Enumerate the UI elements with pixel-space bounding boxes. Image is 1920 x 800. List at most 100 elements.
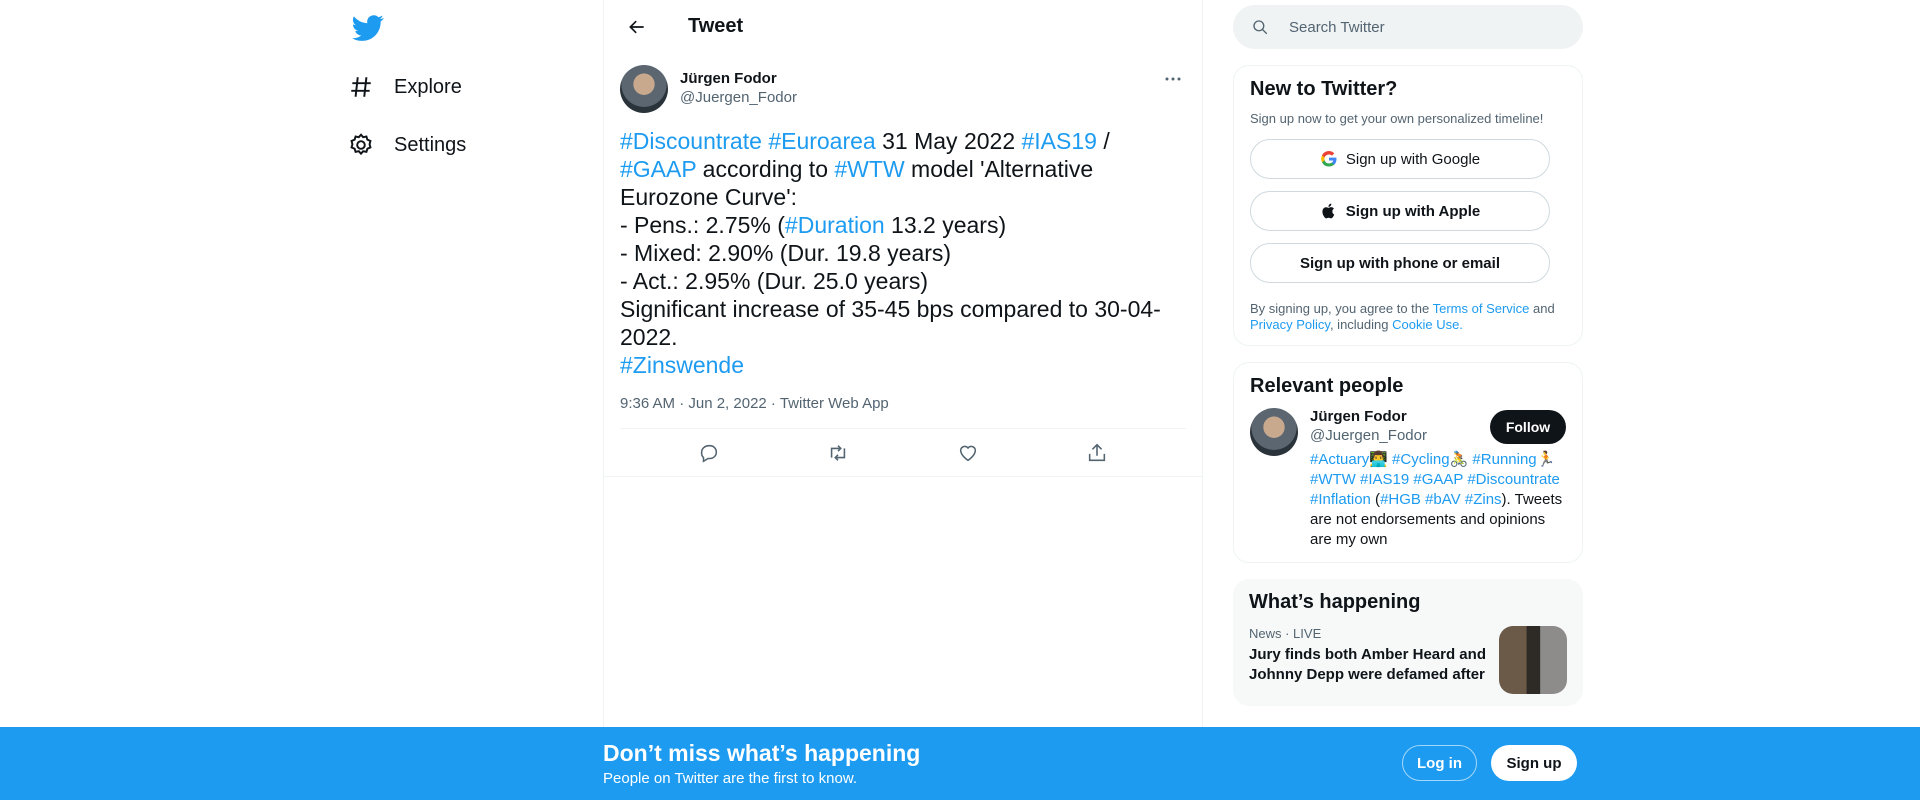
banner-subtitle: People on Twitter are the first to know. [603,770,858,787]
terms-of-service-link[interactable]: Terms of Service [1432,301,1530,316]
tweet-line: - Mixed: 2.90% (Dur. 19.8 years) [620,240,952,266]
avatar[interactable] [620,65,668,113]
signup-banner: Don’t miss what’s happening People on Tw… [0,727,1920,800]
whats-happening-card: What’s happening News · LIVE Jury finds … [1233,579,1583,706]
arrow-left-icon [629,20,644,33]
relevant-people-title: Relevant people [1250,375,1404,397]
tweet-text-segment: according to [696,156,835,182]
bio-hashtag[interactable]: #GAAP [1413,471,1464,488]
main-column: Tweet Jürgen Fodor @Juergen_Fodor #Disco… [603,0,1203,800]
nav-explore-label: Explore [394,75,462,98]
nav-explore[interactable]: Explore [348,62,462,112]
bio-text: ). [1501,491,1511,508]
retweet-icon [831,444,846,461]
apple-icon [1322,203,1335,219]
tweet-text-segment: 31 May 2022 [875,128,1022,154]
retweet-button[interactable] [821,436,855,470]
page-title: Tweet [688,15,744,37]
signup-phone-button[interactable]: Sign up with phone or email [1250,243,1550,283]
tweet-line: 2022. [620,324,678,350]
tweet-line: #GAAP according to #WTW model 'Alternati… [620,155,1186,183]
bio-hashtag[interactable]: #Discountrate [1467,471,1560,488]
bio-text: Tweets are not endorsements and opinions… [1310,491,1563,548]
hashtag-link[interactable]: #GAAP [620,156,697,182]
google-icon [1321,151,1337,167]
terms-text: By signing up, you agree to the Terms of… [1250,301,1566,333]
hashtag-link[interactable]: #IAS19 [1021,128,1097,154]
tweet-timestamp[interactable]: 9:36 AM · Jun 2, 2022 · Twitter Web App [620,395,1186,429]
signup-button[interactable]: Sign up [1491,745,1577,781]
new-to-twitter-card: New to Twitter? Sign up now to get your … [1233,65,1583,346]
hashtag-link[interactable]: #Euroarea [768,128,876,154]
hashtag-icon [351,77,371,97]
relevant-people-card: Relevant people Jürgen Fodor @Juergen_Fo… [1233,362,1583,563]
trend-item[interactable]: News · LIVE Jury finds both Amber Heard … [1249,626,1567,694]
search-box[interactable] [1233,5,1583,49]
avatar[interactable] [1250,408,1298,456]
terms-and: and [1529,301,1555,316]
search-icon [1253,20,1268,35]
bio-hashtag[interactable]: #bAV [1425,491,1461,508]
nav-settings[interactable]: Settings [348,120,466,170]
whats-happening-title: What’s happening [1249,591,1421,613]
privacy-policy-link[interactable]: Privacy Policy [1250,317,1330,332]
signup-apple-button[interactable]: Sign up with Apple [1250,191,1550,231]
reply-button[interactable] [692,436,726,470]
tweet-author-row: Jürgen Fodor @Juergen_Fodor [620,65,1186,113]
author-handle[interactable]: @Juergen_Fodor [680,89,797,106]
back-button[interactable] [620,10,654,44]
signup-google-label: Sign up with Google [1345,150,1481,168]
login-button[interactable]: Log in [1402,745,1477,781]
like-button[interactable] [951,436,985,470]
tweet-text: #Discountrate #Euroarea 31 May 2022 #IAS… [620,127,1186,379]
share-icon [1089,443,1106,461]
heart-icon [959,445,976,461]
tweet-line: Significant increase of 35-45 bps compar… [620,296,1161,322]
bio-hashtag[interactable]: #HGB [1380,491,1421,508]
right-sidebar: New to Twitter? Sign up now to get your … [1233,0,1583,706]
hashtag-link[interactable]: #Zinswende [620,352,745,378]
author-block: Jürgen Fodor @Juergen_Fodor [680,65,797,106]
tweet-line: - Pens.: 2.75% (#Duration 13.2 years) [620,211,1186,239]
nav-settings-label: Settings [394,133,467,156]
cookie-use-link[interactable]: Cookie Use. [1392,317,1463,332]
tweet-line: #Zinswende [620,351,1186,379]
left-nav: Explore Settings [340,0,600,800]
hashtag-link[interactable]: #Duration [784,212,885,238]
tweet-line: #Discountrate #Euroarea 31 May 2022 #IAS… [620,127,1186,155]
new-to-twitter-subtitle: Sign up now to get your own personalized… [1250,111,1544,126]
reply-icon [700,444,717,463]
bio-hashtag[interactable]: #Actuary👨‍💻 [1310,451,1388,468]
more-options-button[interactable] [1160,69,1186,89]
tweet-line: - Act.: 2.95% (Dur. 25.0 years) [620,268,929,294]
signup-google-button[interactable]: Sign up with Google [1250,139,1550,179]
gear-icon [350,133,372,156]
new-to-twitter-title: New to Twitter? [1250,78,1398,100]
bio-hashtag[interactable]: #Zins [1464,491,1502,508]
hashtag-link[interactable]: #WTW [834,156,905,182]
page-header: Tweet [604,0,1202,53]
terms-including: , including [1329,317,1393,332]
more-dots-icon [1165,77,1181,81]
person-name[interactable]: Jürgen Fodor [1310,408,1407,425]
twitter-logo-icon[interactable] [352,12,384,44]
share-button[interactable] [1080,436,1114,470]
hashtag-link[interactable]: #Discountrate [620,128,762,154]
signup-apple-label: Sign up with Apple [1345,202,1481,220]
bio-hashtag[interactable]: #IAS19 [1360,471,1410,488]
bio-hashtag[interactable]: #WTW [1310,471,1356,488]
person-bio: #Actuary👨‍💻 #Cycling🚴 #Running🏃 #WTW #IA… [1310,450,1566,550]
tweet: Jürgen Fodor @Juergen_Fodor #Discountrat… [604,53,1202,477]
tweet-line: Eurozone Curve': [620,184,797,210]
bio-hashtag[interactable]: #Running🏃 [1472,451,1556,468]
tweet-text-segment: / [1096,128,1110,154]
bio-hashtag[interactable]: #Cycling🚴 [1392,451,1469,468]
follow-button[interactable]: Follow [1490,410,1566,444]
person-handle[interactable]: @Juergen_Fodor [1310,427,1427,444]
person-info: Jürgen Fodor @Juergen_Fodor #Actuary👨‍💻 … [1310,408,1566,550]
relevant-person: Jürgen Fodor @Juergen_Fodor #Actuary👨‍💻 … [1250,408,1566,550]
search-input[interactable] [1289,18,1549,36]
bio-hashtag[interactable]: #Inflation [1310,491,1371,508]
author-name[interactable]: Jürgen Fodor [680,70,777,87]
